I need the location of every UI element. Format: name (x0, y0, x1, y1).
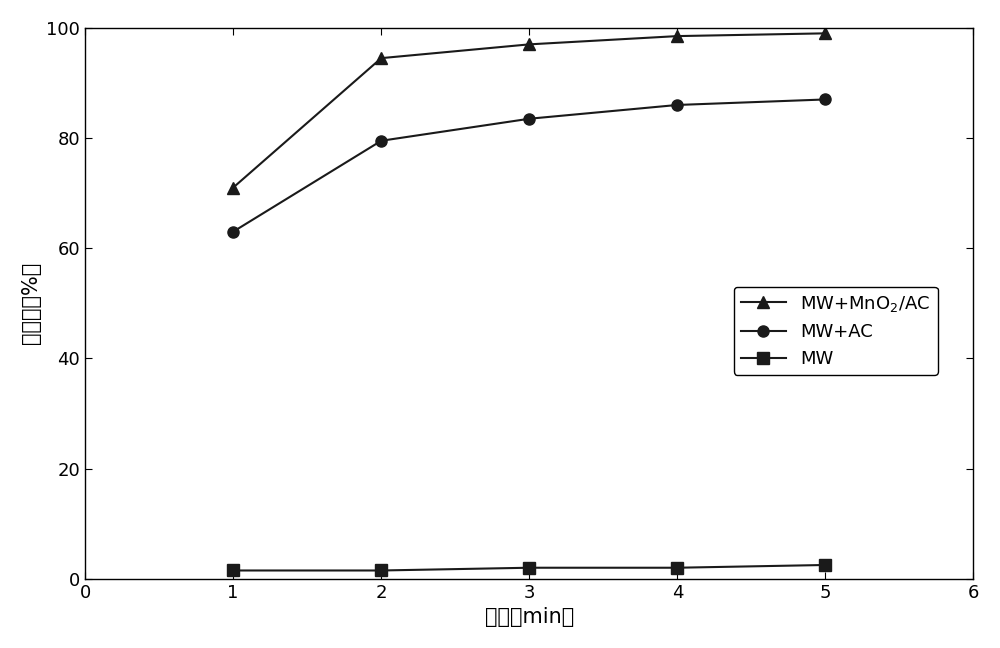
Legend: MW+MnO$_2$/AC, MW+AC, MW: MW+MnO$_2$/AC, MW+AC, MW (734, 286, 938, 375)
Y-axis label: 降解率（%）: 降解率（%） (21, 262, 41, 345)
X-axis label: 时间（min）: 时间（min） (485, 607, 574, 627)
